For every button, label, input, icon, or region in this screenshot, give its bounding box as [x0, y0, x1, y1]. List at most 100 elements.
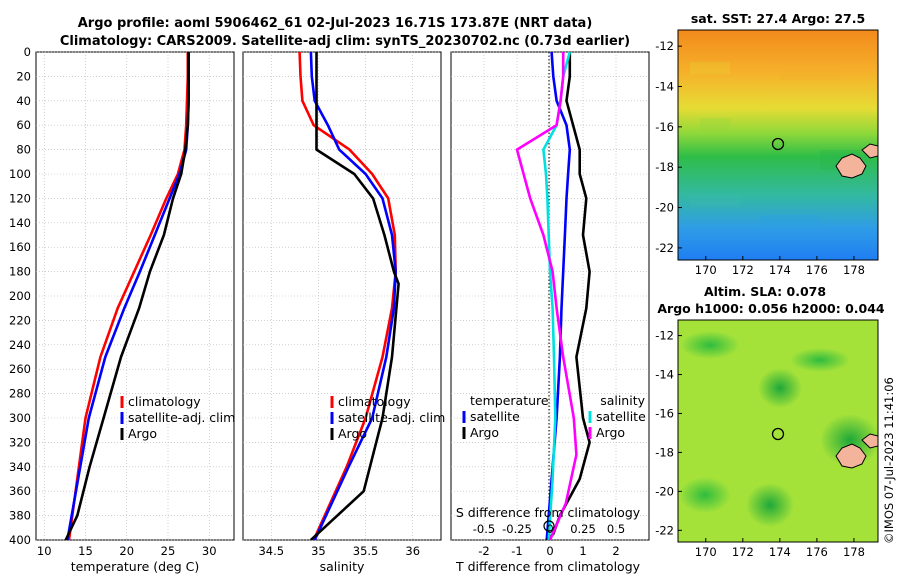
map-lon-label: 176 — [806, 263, 828, 277]
map-lat-label: -14 — [655, 79, 674, 93]
sst-lon-ticks: 170 172 174 176 178 — [695, 256, 865, 277]
difference-grid — [451, 51, 649, 541]
map-lat-label: -16 — [655, 406, 674, 420]
legend-label-argo: Argo — [338, 426, 367, 441]
series-line-climatology — [298, 52, 398, 540]
salinity-grid — [243, 51, 441, 541]
zero-marker — [543, 520, 555, 532]
imos-timestamp: ©IMOS 07-Jul-2023 11:41:06 — [882, 377, 896, 544]
depth-tick-label: 380 — [9, 509, 31, 523]
sst-lat-ticks: -12 -14 -16 -18 -20 -22 — [655, 39, 682, 255]
s-difference-label: S difference from climatology — [456, 505, 641, 520]
map-lat-label: -22 — [655, 523, 674, 537]
temperature-panel: 0 20 40 60 80 100 120 140 160 180 200 220 240 260 280 3… — [9, 45, 235, 574]
legend-label-s-argo: Argo — [596, 425, 625, 440]
x-tick-label: 15 — [78, 544, 93, 558]
depth-tick-label: 120 — [9, 191, 31, 205]
s-tick-label: 0.5 — [607, 522, 625, 536]
depth-tick-label: 40 — [16, 94, 31, 108]
depth-tick-label: 280 — [9, 387, 31, 401]
depth-tick-label: 140 — [9, 216, 31, 230]
map-lon-label: 172 — [732, 545, 754, 559]
legend-label-s-satellite: satellite — [596, 409, 646, 424]
depth-tick-label: 20 — [16, 69, 31, 83]
map-lat-label: -20 — [655, 484, 674, 498]
legend-label-satellite: satellite-adj. clim — [128, 410, 235, 425]
depth-tick-label: 400 — [9, 533, 31, 547]
x-tick-label: 10 — [37, 544, 52, 558]
series-line-temperature-satellite — [545, 52, 572, 540]
sla-lon-ticks: 170 172 174 176 178 — [695, 538, 865, 559]
depth-tick-label: 260 — [9, 362, 31, 376]
map-lat-label: -16 — [655, 120, 674, 134]
map-lat-label: -20 — [655, 201, 674, 215]
map-lon-label: 178 — [843, 263, 865, 277]
depth-tick-label: 200 — [9, 289, 31, 303]
legend-title-temperature: temperature — [470, 393, 549, 408]
salinity-legend: climatology satellite-adj. clim Argo — [330, 394, 445, 441]
x-tick-label: 36 — [405, 544, 420, 558]
x-tick-label: 1 — [579, 544, 586, 558]
depth-tick-label: 160 — [9, 240, 31, 254]
s-tick-label: -0.25 — [502, 522, 532, 536]
x-tick-label: 30 — [202, 544, 217, 558]
sla-lat-ticks: -12 -14 -16 -18 -20 -22 — [655, 329, 682, 537]
map-lon-label: 172 — [732, 263, 754, 277]
map-lat-label: -18 — [655, 160, 674, 174]
x-tick-label: 20 — [119, 544, 134, 558]
legend-label-climatology: climatology — [128, 394, 201, 409]
x-tick-label: 2 — [612, 544, 619, 558]
temperature-xlabel: temperature (deg C) — [71, 559, 200, 574]
salinity-xlabel: salinity — [320, 559, 365, 574]
sst-map-frame — [677, 29, 879, 261]
depth-tick-label: 80 — [16, 143, 31, 157]
map-lon-label: 174 — [769, 263, 791, 277]
depth-tick-label: 0 — [24, 45, 31, 59]
x-tick-label: 35.5 — [353, 544, 379, 558]
s-tick-label: 0 — [546, 522, 553, 536]
temperature-tick-labels: 10 15 20 25 30 — [37, 544, 217, 558]
figure-title-line2: Climatology: CARS2009. Satellite-adj cli… — [60, 34, 630, 49]
temperature-lines — [64, 52, 190, 540]
argo-location-marker — [771, 137, 785, 151]
temperature-legend: climatology satellite-adj. clim Argo — [120, 394, 235, 441]
legend-label-t-satellite: satellite — [470, 409, 520, 424]
x-tick-label: -1 — [511, 544, 522, 558]
s-tick-label: 0.25 — [570, 522, 596, 536]
series-line-temperature-argo — [545, 52, 591, 540]
depth-tick-label: 220 — [9, 313, 31, 327]
map-lat-label: -18 — [655, 445, 674, 459]
map-lat-label: -14 — [655, 368, 674, 382]
sla-map: Altim. SLA: 0.078 Argo h1000: 0.056 h200… — [655, 284, 885, 559]
fiji-island-shape — [835, 443, 867, 469]
legend-label-climatology: climatology — [338, 394, 411, 409]
legend-title-salinity: salinity — [600, 393, 645, 408]
legend-label-argo: Argo — [128, 426, 157, 441]
salinity-tick-labels: 34.5 35 35.5 36 — [258, 544, 420, 558]
map-lat-label: -12 — [655, 329, 674, 343]
depth-tick-label: 60 — [16, 118, 31, 132]
series-line-salinity-argo — [515, 52, 578, 540]
map-lon-label: 170 — [695, 263, 717, 277]
t-difference-xlabel: T difference from climatology — [455, 559, 641, 574]
map-lon-label: 178 — [843, 545, 865, 559]
map-lat-label: -12 — [655, 39, 674, 53]
map-lat-label: -22 — [655, 241, 674, 255]
sla-texture — [679, 331, 880, 527]
sla-map-title-1: Altim. SLA: 0.078 — [704, 284, 826, 299]
figure-title-line1: Argo profile: aoml 5906462_61 02-Jul-202… — [78, 16, 593, 31]
salinity-panel: 34.5 35 35.5 36 salinity climatology satell… — [242, 51, 445, 574]
x-tick-label: -2 — [478, 544, 489, 558]
depth-tick-label: 340 — [9, 460, 31, 474]
legend-label-satellite: satellite-adj. clim — [338, 410, 445, 425]
sla-map-title-2: Argo h1000: 0.056 h2000: 0.044 — [657, 301, 885, 316]
difference-panel: -2 -1 0 1 2 S difference from climatology -0… — [450, 51, 650, 574]
difference-legend: temperature salinity satellite Argo sate… — [462, 393, 646, 440]
sst-map-title: sat. SST: 27.4 Argo: 27.5 — [691, 11, 865, 26]
fiji-island-shape — [835, 153, 867, 179]
legend-label-t-argo: Argo — [470, 425, 499, 440]
series-line-argo — [64, 52, 190, 540]
depth-tick-label: 240 — [9, 338, 31, 352]
salinity-lines — [298, 52, 400, 540]
